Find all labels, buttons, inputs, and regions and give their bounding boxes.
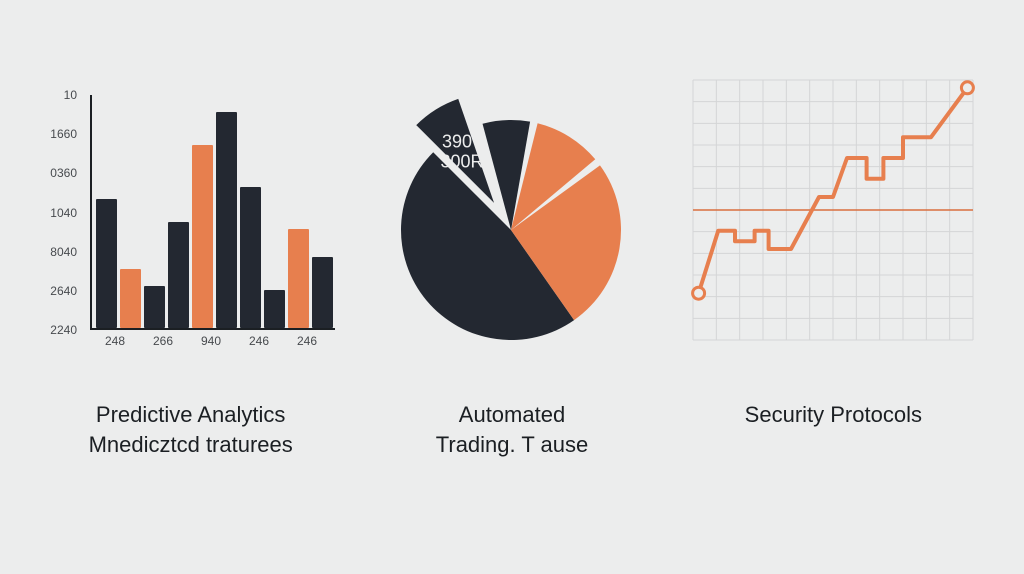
- bar-x-tick: 266: [153, 334, 173, 348]
- bar-3: [168, 222, 189, 328]
- bar-y-tick: 2640: [50, 284, 77, 298]
- panel-automated-trading: 3907300R Automated Trading. T ause: [361, 60, 662, 459]
- bar-y-tick: 1660: [50, 127, 77, 141]
- bar-y-ticks: 10166003601040804026402240: [40, 95, 85, 330]
- bar-x-ticks: 248 266 940 246 246: [90, 334, 335, 354]
- bar-caption-line2: Mnedicztcd traturees: [89, 430, 293, 460]
- bar-9: [312, 257, 333, 328]
- line-chart: [683, 60, 984, 360]
- bar-1: [120, 269, 141, 328]
- pie-caption: Automated Trading. T ause: [436, 400, 588, 459]
- bar-2: [144, 286, 165, 328]
- bar-caption-line1: Predictive Analytics: [89, 400, 293, 430]
- pie-explode-label-1: 3907: [442, 132, 482, 152]
- line-caption: Security Protocols: [745, 400, 922, 430]
- bar-caption: Predictive Analytics Mnedicztcd traturee…: [89, 400, 293, 459]
- bar-plot-area: [90, 95, 335, 330]
- bar-y-tick: 1040: [50, 206, 77, 220]
- pie-caption-line1: Automated: [436, 400, 588, 430]
- pie-caption-line2: Trading. T ause: [436, 430, 588, 460]
- bar-0: [96, 199, 117, 328]
- bar-y-tick: 8040: [50, 245, 77, 259]
- line-caption-line1: Security Protocols: [745, 400, 922, 430]
- bar-x-tick: 248: [105, 334, 125, 348]
- bar-6: [240, 187, 261, 328]
- bar-y-tick: 10: [64, 88, 77, 102]
- bar-y-tick: 2240: [50, 323, 77, 337]
- bar-x-tick: 246: [297, 334, 317, 348]
- line-end-marker: [961, 82, 973, 94]
- line-svg: [683, 60, 983, 360]
- bar-4: [192, 145, 213, 328]
- bar-x-tick: 246: [249, 334, 269, 348]
- bar-chart: 10166003601040804026402240 2482669402462…: [40, 60, 341, 360]
- pie-explode-label-2: 300R: [441, 152, 484, 172]
- panel-predictive-analytics: 10166003601040804026402240 2482669402462…: [40, 60, 341, 459]
- bar-y-tick: 0360: [50, 166, 77, 180]
- bar-x-tick: 940: [201, 334, 221, 348]
- bar-7: [264, 290, 285, 328]
- pie-svg: 3907300R: [361, 60, 661, 360]
- bar-8: [288, 229, 309, 328]
- pie-chart: 3907300R: [361, 60, 662, 360]
- panel-security-protocols: Security Protocols: [683, 60, 984, 430]
- bar-5: [216, 112, 237, 328]
- line-start-marker: [692, 287, 704, 299]
